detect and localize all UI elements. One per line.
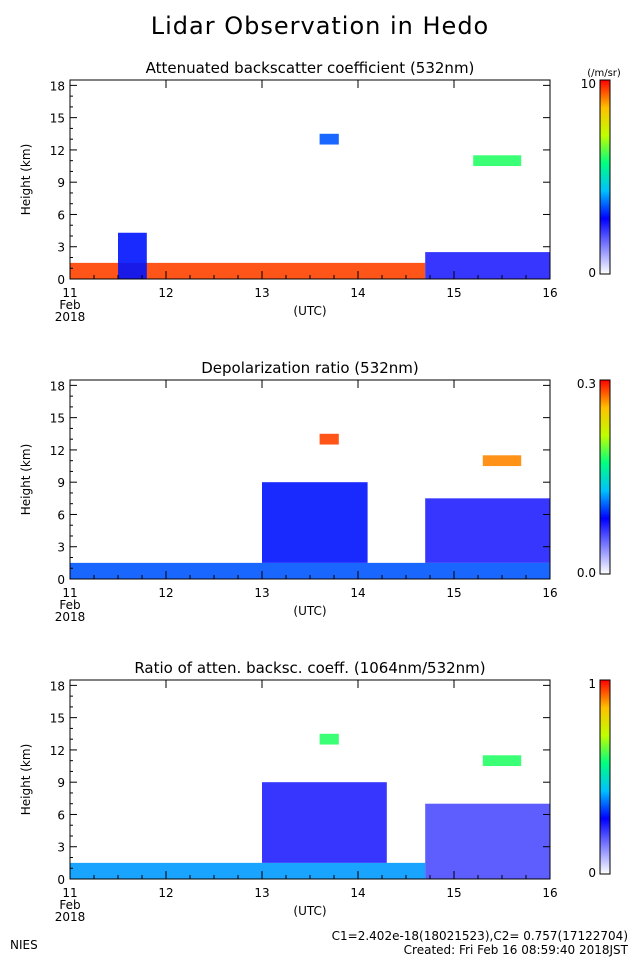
y-tick-label: 3	[57, 241, 65, 255]
data-region-cloud	[425, 498, 550, 563]
x-tick-label: 13	[254, 586, 269, 600]
x-tick-label: 16	[542, 586, 557, 600]
data-region-cloud	[473, 155, 522, 167]
org-label: NIES	[10, 938, 38, 952]
y-axis-label: Height (km)	[19, 144, 33, 215]
page-title: Lidar Observation in Hedo	[150, 12, 490, 40]
x-tick-label: 12	[158, 886, 173, 900]
x-tick-label: 11	[62, 886, 77, 900]
data-region-boundary-layer	[70, 862, 426, 879]
data-region-aerosol	[262, 782, 387, 863]
colorbar-min-label: 0	[588, 866, 596, 880]
data-region-cloud	[118, 232, 147, 279]
x-start-month: Feb	[59, 598, 80, 612]
x-tick-label: 14	[350, 886, 365, 900]
y-tick-label: 6	[57, 208, 65, 222]
y-tick-label: 3	[57, 841, 65, 855]
chart-panel-2: Depolarization ratio (532nm) 0 3 6 9 12 15 18 He…	[19, 359, 611, 624]
colorbar-unit: (/m/sr)	[587, 68, 621, 79]
y-tick-label: 12	[50, 144, 65, 158]
colorbar	[599, 379, 611, 575]
y-tick-label: 6	[57, 808, 65, 822]
x-axis-label: (UTC)	[293, 604, 326, 618]
colorbar-max-label: 10	[581, 77, 596, 91]
y-tick-label: 12	[50, 444, 65, 458]
data-region-cloud	[319, 433, 339, 445]
created-text: Created: Fri Feb 16 08:59:40 2018JST	[403, 943, 628, 957]
chart-panel-3: Ratio of atten. backsc. coeff. (1064nm/5…	[19, 659, 611, 924]
x-start-year: 2018	[55, 310, 86, 324]
colorbar	[599, 79, 611, 275]
y-axis-label: Height (km)	[19, 744, 33, 815]
chart-title: Ratio of atten. backsc. coeff. (1064nm/5…	[134, 659, 485, 677]
x-tick-label: 16	[542, 286, 557, 300]
x-tick-label: 11	[62, 286, 77, 300]
x-start-month: Feb	[59, 898, 80, 912]
x-axis-label: (UTC)	[293, 904, 326, 918]
x-tick-label: 11	[62, 586, 77, 600]
calibration-text: C1=2.402e-18(18021523),C2= 0.757(1712270…	[331, 929, 628, 943]
x-tick-label: 13	[254, 886, 269, 900]
y-tick-label: 3	[57, 541, 65, 555]
x-tick-label: 16	[542, 886, 557, 900]
x-tick-label: 14	[350, 286, 365, 300]
x-axis-label: (UTC)	[293, 304, 326, 318]
y-tick-label: 15	[50, 712, 65, 726]
data-region-cloud	[319, 733, 339, 745]
colorbar	[599, 679, 611, 875]
y-tick-label: 9	[57, 176, 65, 190]
x-tick-label: 13	[254, 286, 269, 300]
chart-panel-1: Attenuated backscatter coefficient (532n…	[19, 59, 621, 324]
y-tick-label: 18	[50, 379, 65, 393]
x-start-year: 2018	[55, 610, 86, 624]
data-region-cloud	[482, 755, 522, 767]
data-region-boundary-layer	[425, 252, 550, 279]
x-start-month: Feb	[59, 298, 80, 312]
data-region-aerosol	[262, 482, 368, 563]
data-region-boundary-layer	[70, 562, 550, 579]
x-tick-label: 15	[446, 886, 461, 900]
y-tick-label: 6	[57, 508, 65, 522]
y-tick-label: 15	[50, 412, 65, 426]
y-tick-label: 0	[57, 873, 65, 887]
y-tick-label: 9	[57, 776, 65, 790]
colorbar-max-label: 0.3	[577, 377, 596, 391]
plot-area	[70, 80, 550, 279]
chart-title: Attenuated backscatter coefficient (532n…	[146, 59, 475, 77]
y-tick-label: 0	[57, 273, 65, 287]
colorbar-min-label: 0	[588, 266, 596, 280]
x-tick-label: 15	[446, 286, 461, 300]
x-tick-label: 12	[158, 286, 173, 300]
y-tick-label: 18	[50, 679, 65, 693]
data-region-cloud	[482, 455, 522, 467]
y-axis-label: Height (km)	[19, 444, 33, 515]
y-tick-label: 0	[57, 573, 65, 587]
data-region-cloud	[425, 803, 550, 879]
chart-title: Depolarization ratio (532nm)	[201, 359, 419, 377]
y-tick-label: 12	[50, 744, 65, 758]
data-region-boundary-layer	[70, 262, 426, 279]
x-tick-label: 12	[158, 586, 173, 600]
data-region-cloud	[319, 133, 339, 145]
x-tick-label: 14	[350, 586, 365, 600]
colorbar-max-label: 1	[588, 677, 596, 691]
colorbar-min-label: 0.0	[577, 566, 596, 580]
y-tick-label: 9	[57, 476, 65, 490]
x-start-year: 2018	[55, 910, 86, 924]
y-tick-label: 15	[50, 112, 65, 126]
x-tick-label: 15	[446, 586, 461, 600]
y-tick-label: 18	[50, 79, 65, 93]
